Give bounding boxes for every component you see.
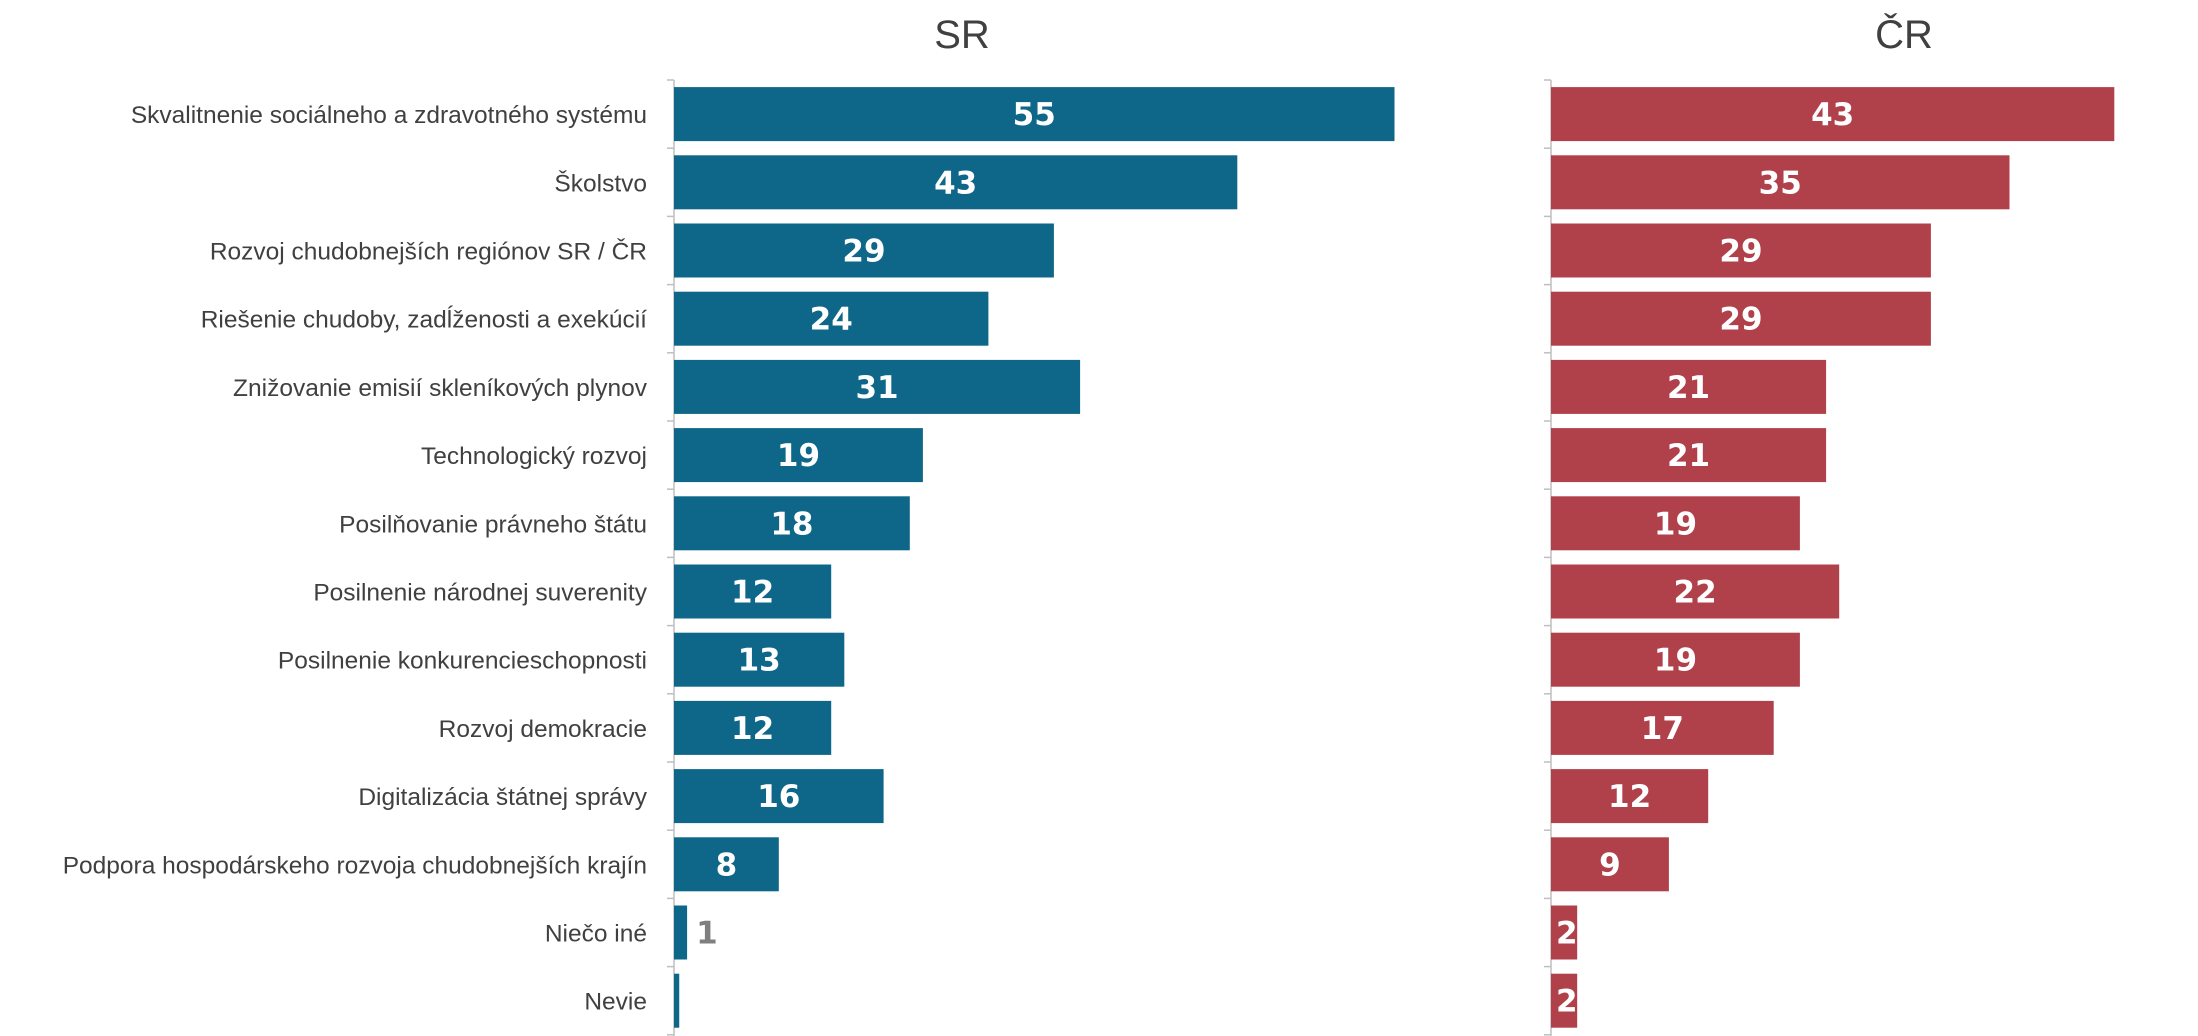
category-label: Nevie [584,989,647,1016]
bar-sr [674,155,1238,210]
category-label: Posilnenie konkurencieschopnosti [278,648,647,675]
data-label-sr: 12 [731,711,774,747]
bar-sr [674,632,845,687]
bar-sr [674,496,910,551]
data-label-sr: 19 [777,438,820,474]
category-label: Rozvoj chudobnejších regiónov SR / ČR [210,238,647,266]
data-label-sr: 31 [855,370,898,406]
bar-sr [674,837,779,892]
bar-sr [674,223,1054,278]
category-label: Posilnenie národnej suverenity [313,580,647,607]
data-label-sr: 29 [842,234,885,270]
data-label-cr: 22 [1674,575,1717,611]
data-label-cr: 2 [1556,984,1578,1020]
category-label: Rozvoj demokracie [439,716,647,743]
data-label-cr: 29 [1719,302,1762,338]
category-label: Digitalizácia štátnej správy [358,784,647,811]
category-label: Niečo iné [545,921,647,948]
bar-sr [674,769,884,824]
bar-sr [674,428,923,483]
data-label-sr: 43 [934,165,977,201]
bar-cr [1551,496,1800,551]
data-label-sr: 8 [716,847,738,883]
category-label: Podpora hospodárskeho rozvoja chudobnejš… [63,852,647,879]
bar-cr [1551,700,1774,755]
bar-cr [1551,564,1840,619]
bar-cr [1551,905,1578,960]
bar-cr [1551,428,1827,483]
category-label: Technologický rozvoj [421,443,647,470]
data-label-cr: 21 [1667,438,1710,474]
category-label: Školstvo [554,169,647,197]
data-label-cr: 35 [1759,165,1802,201]
category-label: Skvalitnenie sociálneho a zdravotného sy… [131,102,647,129]
category-labels: Skvalitnenie sociálneho a zdravotného sy… [63,102,648,1016]
data-label-cr: 19 [1654,506,1697,542]
bar-cr [1551,223,1931,278]
bar-cr [1551,632,1800,687]
data-label-cr: 29 [1719,234,1762,270]
bar-cr [1551,359,1827,414]
data-label-cr: 43 [1811,97,1854,133]
data-label-cr: 2 [1556,916,1578,952]
data-label-sr: 16 [757,779,800,815]
bar-cr [1551,769,1709,824]
bar-sr [674,87,1395,142]
panel-title-cr: ČR [1875,12,1933,57]
data-label-cr: 17 [1641,711,1684,747]
data-label-sr: 55 [1013,97,1056,133]
bar-sr [674,905,688,960]
bar-cr [1551,155,2010,210]
category-label: Riešenie chudoby, zadĺženosti a exekúcií [201,306,647,334]
bar-sr [674,700,832,755]
bar-sr [674,359,1081,414]
data-label-cr: 19 [1654,643,1697,679]
bar-cr [1551,291,1931,346]
category-label: Posilňovanie právneho štátu [339,511,647,538]
data-label-cr: 12 [1608,779,1651,815]
category-label: Znižovanie emisií skleníkových plynov [233,375,648,402]
data-label-sr: 1 [696,916,718,952]
data-label-cr: 21 [1667,370,1710,406]
data-label-sr: 13 [738,643,781,679]
bar-cr [1551,87,2115,142]
bar-cr [1551,973,1578,1028]
panel-title-sr: SR [934,13,990,57]
data-label-sr: 24 [810,302,853,338]
bar-cr [1551,837,1669,892]
bar-sr [674,564,832,619]
bar-sr [674,973,680,1028]
data-label-cr: 9 [1599,847,1621,883]
data-label-sr: 18 [770,506,813,542]
bar-sr [674,291,989,346]
data-label-sr: 12 [731,575,774,611]
